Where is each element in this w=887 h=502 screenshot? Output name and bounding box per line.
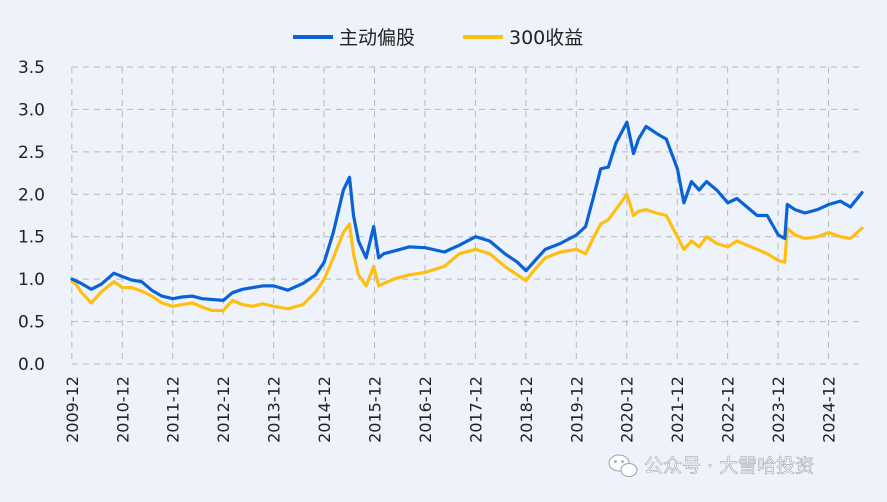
watermark: 公众号 · 大雪哈投资	[608, 454, 814, 477]
x-tick-label: 2013-12	[265, 376, 284, 443]
watermark-text: 公众号 · 大雪哈投资	[644, 455, 814, 477]
series-line-1	[70, 120, 864, 302]
y-tick-label: 0.5	[18, 313, 45, 333]
grid	[71, 66, 862, 365]
x-tick-label: 2019-12	[567, 376, 586, 443]
x-tick-label: 2024-12	[820, 376, 839, 443]
x-tick-label: 2009-12	[63, 376, 82, 443]
y-tick-label: 1.0	[18, 270, 45, 290]
y-tick-label: 3.0	[18, 100, 45, 120]
y-tick-label: 1.5	[18, 228, 45, 248]
wechat-icon	[608, 454, 638, 477]
series-lines	[70, 120, 864, 313]
y-tick-label: 2.5	[18, 143, 45, 163]
x-tick-label: 2022-12	[719, 376, 738, 443]
legend-label-series-1: 主动偏股	[339, 27, 415, 49]
x-tick-label: 2010-12	[113, 376, 132, 443]
legend-label-series-2: 300收益	[509, 27, 583, 49]
x-tick-label: 2012-12	[214, 376, 233, 443]
y-tick-label: 0.0	[18, 355, 45, 375]
x-tick-label: 2018-12	[517, 376, 536, 443]
y-axis-ticks: 0.0 0.5 1.0 1.5 2.0 2.5 3.0 3.5	[18, 58, 45, 375]
y-tick-label: 3.5	[18, 58, 45, 78]
x-tick-label: 2015-12	[366, 376, 385, 443]
y-tick-label: 2.0	[18, 185, 45, 205]
x-tick-label: 2014-12	[315, 376, 334, 443]
legend: 主动偏股 300收益	[293, 27, 583, 49]
x-axis-ticks: 2009-12 2010-12 2011-12 2012-12 2013-12 2014-…	[63, 376, 839, 443]
x-tick-label: 2011-12	[164, 376, 183, 443]
x-tick-label: 2023-12	[769, 376, 788, 443]
x-tick-label: 2017-12	[466, 376, 485, 443]
x-tick-label: 2016-12	[416, 376, 435, 443]
x-tick-label: 2021-12	[668, 376, 687, 443]
series-line-2	[70, 192, 864, 313]
x-tick-label: 2020-12	[618, 376, 637, 443]
